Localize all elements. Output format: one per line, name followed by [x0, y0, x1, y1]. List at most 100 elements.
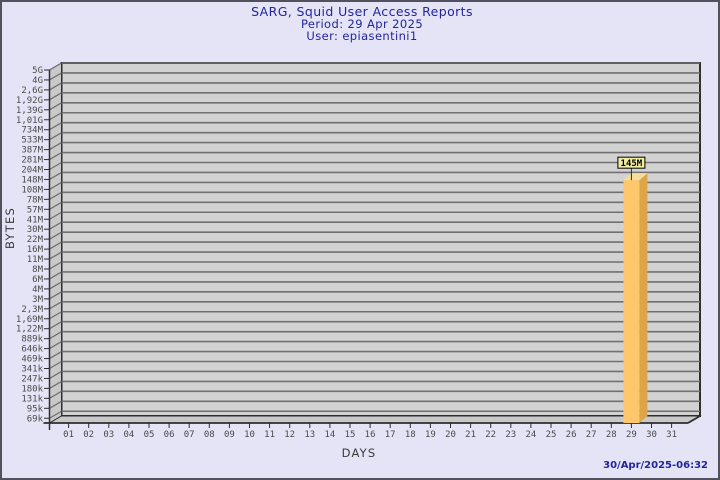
y-tick-label: 1,69M — [16, 315, 44, 325]
wall-diagonal — [49, 251, 62, 260]
x-tick-label: 07 — [184, 430, 195, 440]
wall-diagonal — [49, 201, 62, 210]
plot-area: 5G4G2,6G1,92G1,39G1,01G734M533M387M281M2… — [16, 62, 702, 440]
x-tick-label: 18 — [405, 430, 416, 440]
y-tick-label: 3M — [32, 295, 43, 305]
y-tick-label: 95k — [27, 404, 44, 414]
wall-diagonal — [49, 112, 62, 121]
y-tick-label: 2,6G — [21, 86, 43, 96]
wall-diagonal — [49, 321, 62, 330]
x-tick-label: 17 — [385, 430, 396, 440]
wall-diagonal — [49, 241, 62, 250]
x-tick-label: 13 — [304, 430, 315, 440]
wall-diagonal — [49, 360, 62, 370]
x-tick-label: 03 — [103, 430, 114, 440]
bar-top-face — [623, 173, 648, 181]
x-tick-label: 08 — [204, 430, 215, 440]
wall-diagonal — [49, 331, 62, 340]
x-tick-label: 24 — [525, 430, 536, 440]
wall-diagonal — [49, 92, 62, 101]
y-tick-label: 1,01G — [16, 116, 43, 126]
y-tick-label: 16M — [27, 245, 44, 255]
y-tick-label: 387M — [21, 146, 43, 156]
y-tick-label: 1,39G — [16, 106, 43, 116]
wall-diagonal — [49, 132, 62, 141]
x-tick-label: 19 — [425, 430, 436, 440]
wall-diagonal — [49, 311, 62, 320]
y-tick-label: 22M — [27, 235, 44, 245]
wall-diagonal — [49, 350, 62, 360]
chart-user-subtitle: User: epiasentini1 — [306, 29, 417, 43]
y-tick-label: 2,3M — [21, 305, 43, 315]
y-tick-label: 148M — [21, 175, 43, 185]
x-tick-label: 30 — [646, 430, 657, 440]
x-tick-label: 25 — [546, 430, 557, 440]
wall-diagonal — [49, 161, 62, 171]
y-tick-label: 469k — [21, 355, 43, 365]
y-tick-label: 281M — [21, 156, 43, 166]
x-tick-label: 04 — [123, 430, 134, 440]
wall-diagonal — [49, 370, 62, 380]
wall-diagonal — [49, 291, 62, 300]
wall-diagonal — [49, 271, 62, 280]
y-tick-label: 41M — [27, 215, 44, 225]
wall-diagonal — [49, 151, 62, 161]
x-tick-label: 23 — [505, 430, 516, 440]
y-tick-label: 247k — [21, 374, 43, 384]
y-tick-label: 131k — [21, 394, 43, 404]
x-tick-label: 01 — [63, 430, 74, 440]
wall-diagonal — [49, 72, 62, 81]
wall-diagonal — [49, 221, 62, 230]
y-tick-label: 4G — [32, 76, 43, 86]
y-tick-label: 1,92G — [16, 96, 43, 106]
wall-diagonal — [49, 281, 62, 290]
y-tick-label: 734M — [21, 126, 43, 136]
wall-diagonal — [49, 380, 62, 389]
y-tick-label: 1,22M — [16, 325, 44, 335]
x-axis-title: DAYS — [342, 446, 377, 460]
x-tick-label: 22 — [485, 430, 496, 440]
y-tick-label: 57M — [27, 205, 44, 215]
y-tick-label: 69k — [27, 414, 44, 424]
chart-title: SARG, Squid User Access Reports — [251, 4, 473, 19]
y-tick-label: 8M — [32, 265, 43, 275]
x-tick-label: 12 — [284, 430, 295, 440]
y-tick-label: 646k — [21, 345, 43, 355]
wall-diagonal — [49, 191, 62, 200]
floor-right-edge — [687, 415, 701, 424]
bar-side-face — [639, 173, 648, 423]
wall-diagonal — [49, 261, 62, 270]
y-tick-label: 6M — [32, 275, 43, 285]
x-tick-label: 06 — [164, 430, 175, 440]
y-tick-label: 180k — [21, 384, 43, 394]
wall-diagonal — [49, 231, 62, 240]
x-tick-label: 26 — [566, 430, 577, 440]
plot-floor — [47, 415, 702, 424]
y-tick-label: 533M — [21, 136, 43, 146]
wall-diagonal — [49, 390, 62, 399]
y-tick-label: 889k — [21, 335, 43, 345]
x-tick-label: 28 — [606, 430, 617, 440]
x-tick-label: 09 — [224, 430, 235, 440]
y-tick-label: 204M — [21, 166, 43, 176]
bar-front-face — [623, 180, 640, 423]
chart-period-subtitle: Period: 29 Apr 2025 — [301, 17, 423, 31]
x-tick-label: 15 — [345, 430, 356, 440]
y-tick-label: 108M — [21, 185, 43, 195]
x-tick-label: 16 — [365, 430, 376, 440]
wall-diagonal — [49, 301, 62, 310]
wall-diagonal — [49, 122, 62, 131]
wall-diagonal — [49, 211, 62, 220]
y-tick-label: 341k — [21, 365, 43, 375]
x-tick-label: 29 — [626, 430, 637, 440]
generated-timestamp: 30/Apr/2025-06:32 — [603, 460, 708, 471]
wall-diagonal — [49, 410, 62, 419]
wall-diagonal — [49, 171, 62, 181]
x-tick-label: 27 — [586, 430, 597, 440]
wall-diagonal — [49, 341, 62, 350]
plot-back-wall — [60, 62, 701, 417]
y-tick-label: 30M — [27, 225, 44, 235]
y-tick-label: 11M — [27, 255, 44, 265]
